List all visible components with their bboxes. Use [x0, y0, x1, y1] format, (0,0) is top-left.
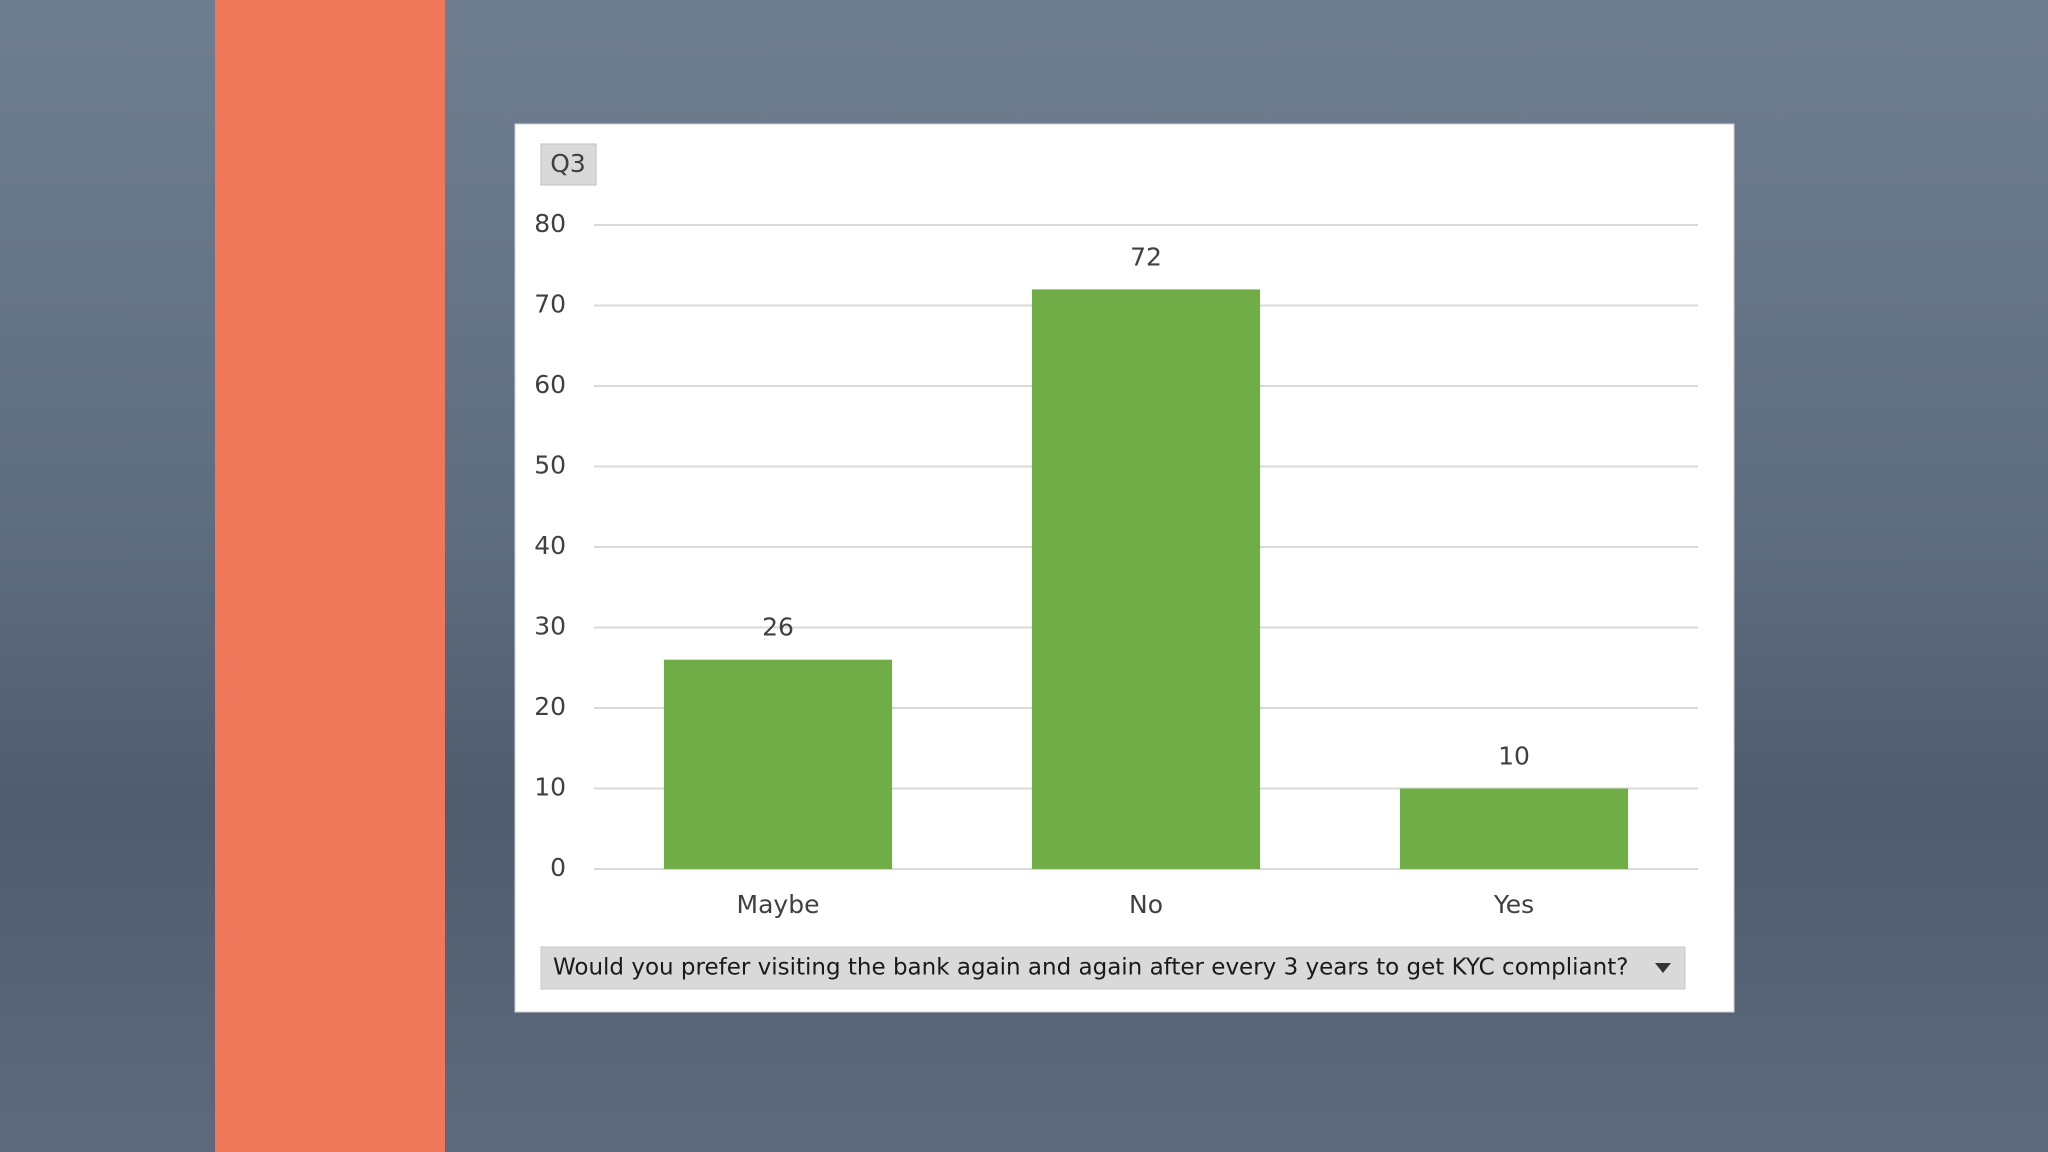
field-button[interactable] [540, 143, 597, 186]
bar [663, 659, 893, 869]
dropdown-arrow [1655, 963, 1671, 973]
y-tick-label: 80 [534, 209, 566, 238]
data-label: 10 [1498, 742, 1530, 771]
y-tick-label: 70 [534, 290, 566, 319]
bar [1031, 289, 1261, 869]
x-tick-label: Maybe [737, 890, 820, 919]
x-tick-label: Yes [1493, 890, 1534, 919]
y-tick-label: 10 [534, 773, 566, 802]
data-label: 26 [762, 613, 794, 642]
axis-field-dropdown[interactable] [540, 946, 1686, 990]
y-tick-label: 30 [534, 612, 566, 641]
accent-stripe [215, 0, 445, 1152]
axis-field-label: Would you prefer visiting the bank again… [553, 955, 1628, 981]
y-tick-label: 0 [550, 853, 566, 882]
data-label: 72 [1130, 242, 1162, 271]
field-button-label: Q3 [550, 149, 586, 178]
bar [1399, 788, 1629, 869]
y-tick-label: 40 [534, 531, 566, 560]
y-tick-label: 20 [534, 692, 566, 721]
x-tick-label: No [1129, 890, 1163, 919]
y-tick-label: 50 [534, 451, 566, 480]
y-tick-label: 60 [534, 370, 566, 399]
